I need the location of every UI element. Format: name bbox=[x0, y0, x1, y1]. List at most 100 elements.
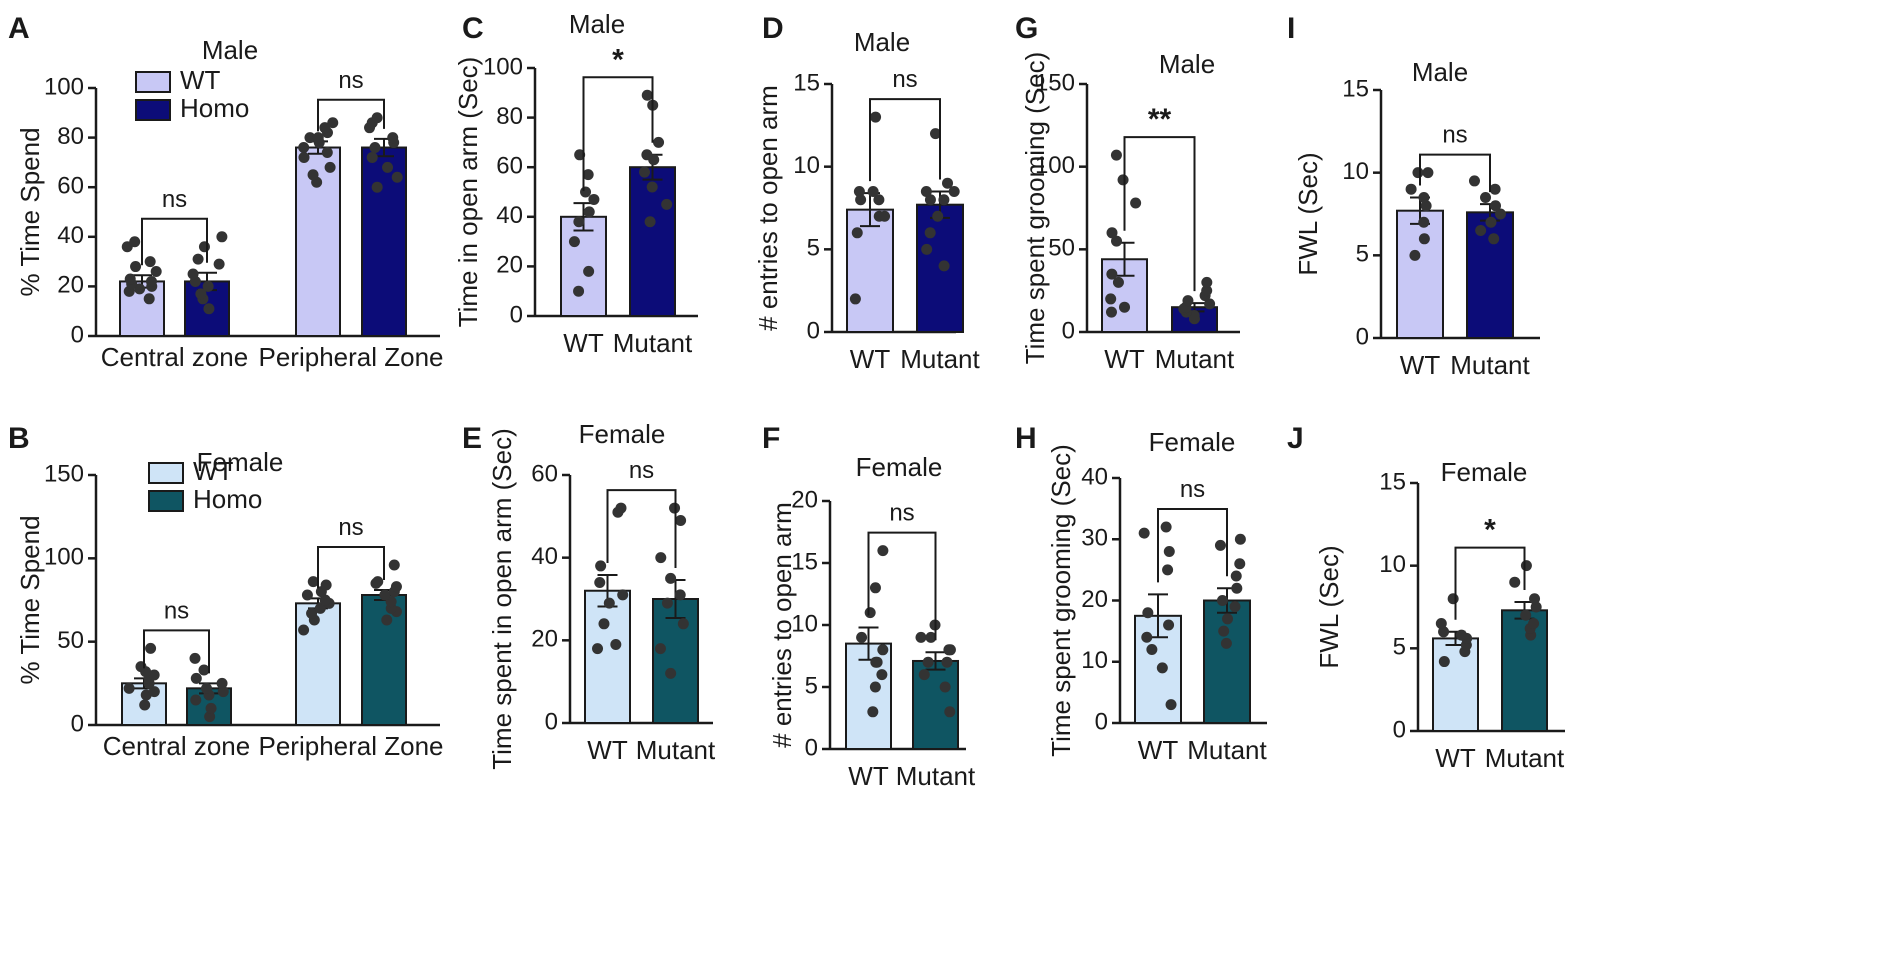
data-point bbox=[1229, 601, 1241, 613]
y-tick-label: 5 bbox=[1356, 241, 1369, 268]
data-point bbox=[1435, 618, 1447, 630]
y-tick-label: 5 bbox=[1393, 634, 1406, 661]
significance-label: ns bbox=[1180, 476, 1205, 503]
significance-label: ns bbox=[889, 500, 914, 527]
data-point bbox=[390, 581, 402, 593]
data-point bbox=[1130, 197, 1142, 209]
data-point bbox=[1146, 644, 1158, 655]
significance-label: ns bbox=[629, 457, 654, 484]
panel-letter: F bbox=[762, 422, 780, 455]
data-point bbox=[677, 618, 689, 630]
x-category-label: WT bbox=[1138, 735, 1179, 765]
bar bbox=[1396, 209, 1444, 339]
data-point bbox=[366, 151, 378, 163]
y-axis-label: Time spent grooming (Sec) bbox=[1046, 444, 1076, 757]
data-point bbox=[641, 149, 653, 161]
y-tick-label: 100 bbox=[483, 53, 523, 80]
y-tick-label: 40 bbox=[496, 202, 523, 229]
significance-label: ** bbox=[1148, 103, 1172, 136]
y-axis-label: Time in open arm (Sec) bbox=[453, 57, 483, 328]
legend-label: WT bbox=[193, 456, 234, 486]
data-point bbox=[855, 194, 867, 206]
legend-label: Homo bbox=[193, 484, 262, 514]
data-point bbox=[381, 614, 393, 626]
x-category-label: WT bbox=[850, 344, 891, 374]
data-point bbox=[139, 699, 151, 711]
data-point bbox=[1455, 629, 1467, 641]
y-tick-label: 0 bbox=[71, 710, 84, 737]
panel-letter: B bbox=[8, 422, 30, 455]
data-point bbox=[1112, 276, 1124, 288]
data-point bbox=[1201, 285, 1213, 297]
chart-title: Female bbox=[579, 419, 666, 449]
data-point bbox=[1490, 200, 1502, 212]
data-point bbox=[1488, 233, 1500, 245]
data-point bbox=[639, 166, 651, 178]
data-point bbox=[939, 681, 951, 693]
y-tick-label: 80 bbox=[57, 123, 84, 150]
legend-label: Homo bbox=[180, 93, 249, 123]
significance-bracket bbox=[867, 531, 937, 641]
y-tick-label: 40 bbox=[57, 222, 84, 249]
significance-label: ns bbox=[338, 67, 363, 94]
data-point bbox=[320, 579, 332, 591]
significance-bracket bbox=[1157, 508, 1228, 583]
x-category-label: WT bbox=[587, 735, 628, 765]
data-point bbox=[1117, 174, 1129, 186]
data-point bbox=[603, 597, 615, 609]
data-point bbox=[1162, 564, 1174, 576]
y-axis-label: % Time Spend bbox=[15, 515, 45, 684]
y-tick-label: 50 bbox=[1048, 235, 1075, 262]
x-category-label: Mutant bbox=[1450, 350, 1530, 380]
y-tick-label: 0 bbox=[807, 317, 820, 344]
data-point bbox=[1520, 609, 1532, 621]
data-point bbox=[1485, 216, 1497, 228]
data-point bbox=[371, 181, 383, 193]
y-axis-label: Time spent grooming (Sec) bbox=[1020, 52, 1050, 365]
data-point bbox=[615, 502, 627, 514]
data-point bbox=[1418, 216, 1430, 228]
bar bbox=[845, 642, 892, 750]
panel-letter: C bbox=[462, 12, 484, 45]
data-point bbox=[942, 177, 954, 189]
panel-c: C Male Time in open arm (Sec) 0 20 40 60 80 100 W… bbox=[453, 9, 698, 358]
data-point bbox=[382, 161, 394, 173]
data-point bbox=[580, 186, 592, 198]
y-tick-label: 0 bbox=[1393, 716, 1406, 743]
y-tick-label: 0 bbox=[71, 321, 84, 348]
panel-letter: I bbox=[1287, 12, 1295, 45]
data-point bbox=[1447, 593, 1459, 605]
data-point bbox=[1230, 570, 1242, 582]
significance-bracket bbox=[141, 217, 208, 266]
chart-title: Female bbox=[1441, 457, 1528, 487]
data-point bbox=[134, 283, 146, 295]
panel-letter: J bbox=[1287, 422, 1304, 455]
data-point bbox=[198, 241, 210, 253]
panel-b: B Female % Time Spend 0 50 100 150 Central zone… bbox=[8, 422, 444, 761]
y-tick-label: 20 bbox=[496, 252, 523, 279]
data-point bbox=[201, 682, 213, 694]
data-point bbox=[655, 552, 667, 564]
panel-letter: D bbox=[762, 12, 784, 45]
bar bbox=[1432, 637, 1479, 732]
data-point bbox=[198, 664, 210, 676]
y-tick-label: 0 bbox=[1095, 708, 1108, 735]
y-tick-label: 30 bbox=[1081, 525, 1108, 552]
data-point bbox=[1142, 607, 1154, 619]
data-point bbox=[864, 607, 876, 619]
data-point bbox=[929, 128, 941, 140]
data-point bbox=[388, 559, 400, 571]
y-axis-label: FWL (Sec) bbox=[1293, 152, 1323, 275]
data-point bbox=[870, 111, 882, 123]
x-category-label: WT bbox=[1435, 743, 1476, 773]
y-axis-label: # entries to open arm bbox=[767, 502, 797, 748]
x-category-label: Mutant bbox=[613, 328, 693, 358]
data-point bbox=[944, 706, 956, 718]
data-point bbox=[1438, 626, 1450, 638]
data-point bbox=[387, 132, 399, 144]
x-category-label: Mutant bbox=[896, 761, 976, 791]
panel-j: J Female FWL (Sec) 0 5 10 15 WT Mutant * bbox=[1287, 422, 1565, 773]
x-category-label: WT bbox=[1400, 350, 1441, 380]
data-point bbox=[932, 210, 944, 222]
chart-title: Male bbox=[854, 27, 910, 57]
